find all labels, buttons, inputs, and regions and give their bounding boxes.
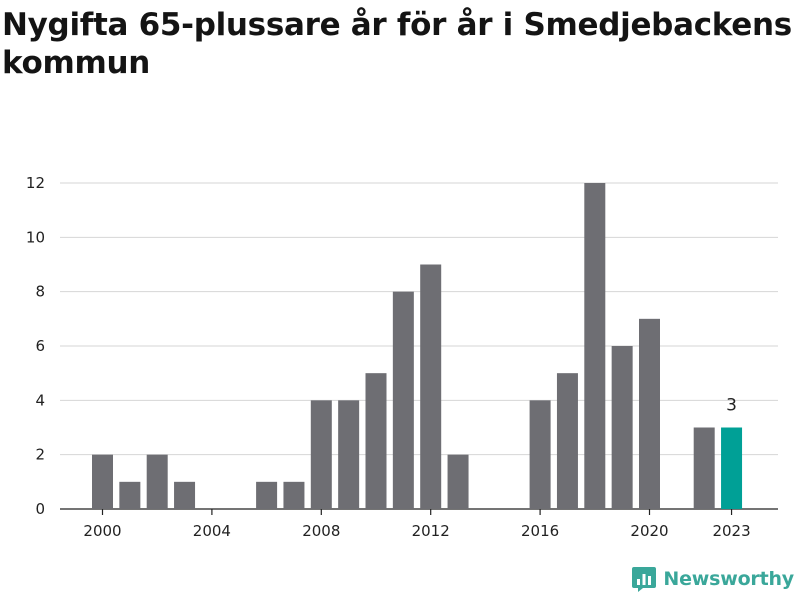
data-label-2023: 3 — [726, 396, 737, 416]
y-tick-label-8: 8 — [35, 283, 45, 301]
y-tick-label-4: 4 — [35, 391, 45, 409]
bar-2018 — [584, 183, 606, 509]
newsworthy-brand: Newsworthy — [631, 564, 794, 594]
bar-2002 — [146, 454, 168, 509]
data-labels: 3 — [726, 396, 737, 416]
x-tick-label-2008: 2008 — [302, 522, 340, 540]
x-tick-label-2000: 2000 — [83, 522, 121, 540]
x-tick-label-2020: 2020 — [630, 522, 668, 540]
bar-2023 — [721, 427, 743, 509]
bar-2012 — [420, 264, 442, 509]
bar-2016 — [529, 400, 551, 509]
y-tick-label-12: 12 — [26, 174, 45, 192]
bars — [92, 183, 743, 509]
y-tick-label-10: 10 — [26, 228, 45, 246]
bar-2001 — [119, 481, 141, 509]
bar-2008 — [310, 400, 332, 509]
y-tick-label-2: 2 — [35, 446, 45, 464]
bar-2007 — [283, 481, 305, 509]
bar-2013 — [447, 454, 469, 509]
x-tick-label-2023: 2023 — [712, 522, 750, 540]
x-axis-ticks: 2000 2004 2008 2012 2016 2020 2023 — [83, 509, 751, 540]
newsworthy-logo-icon — [632, 567, 657, 592]
x-tick-label-2016: 2016 — [521, 522, 559, 540]
bar-2017 — [556, 373, 578, 509]
bar-2020 — [639, 318, 660, 509]
x-tick-label-2012: 2012 — [412, 522, 450, 540]
brand-name: Newsworthy — [663, 568, 794, 590]
bar-2022 — [693, 427, 715, 509]
bar-2010 — [365, 373, 387, 509]
y-tick-label-6: 6 — [35, 337, 45, 355]
bar-2009 — [338, 400, 360, 509]
bar-2000 — [92, 454, 113, 509]
x-tick-label-2004: 2004 — [193, 522, 231, 540]
bar-2003 — [174, 481, 196, 509]
bar-2019 — [611, 346, 633, 509]
y-tick-label-0: 0 — [35, 500, 45, 518]
chart-title: Nygifta 65-plussare år för år i Smedjeba… — [2, 7, 792, 81]
bar-2006 — [256, 481, 278, 509]
bar-2011 — [392, 291, 414, 509]
y-axis-ticks: 0 2 4 6 8 10 12 — [26, 174, 45, 518]
